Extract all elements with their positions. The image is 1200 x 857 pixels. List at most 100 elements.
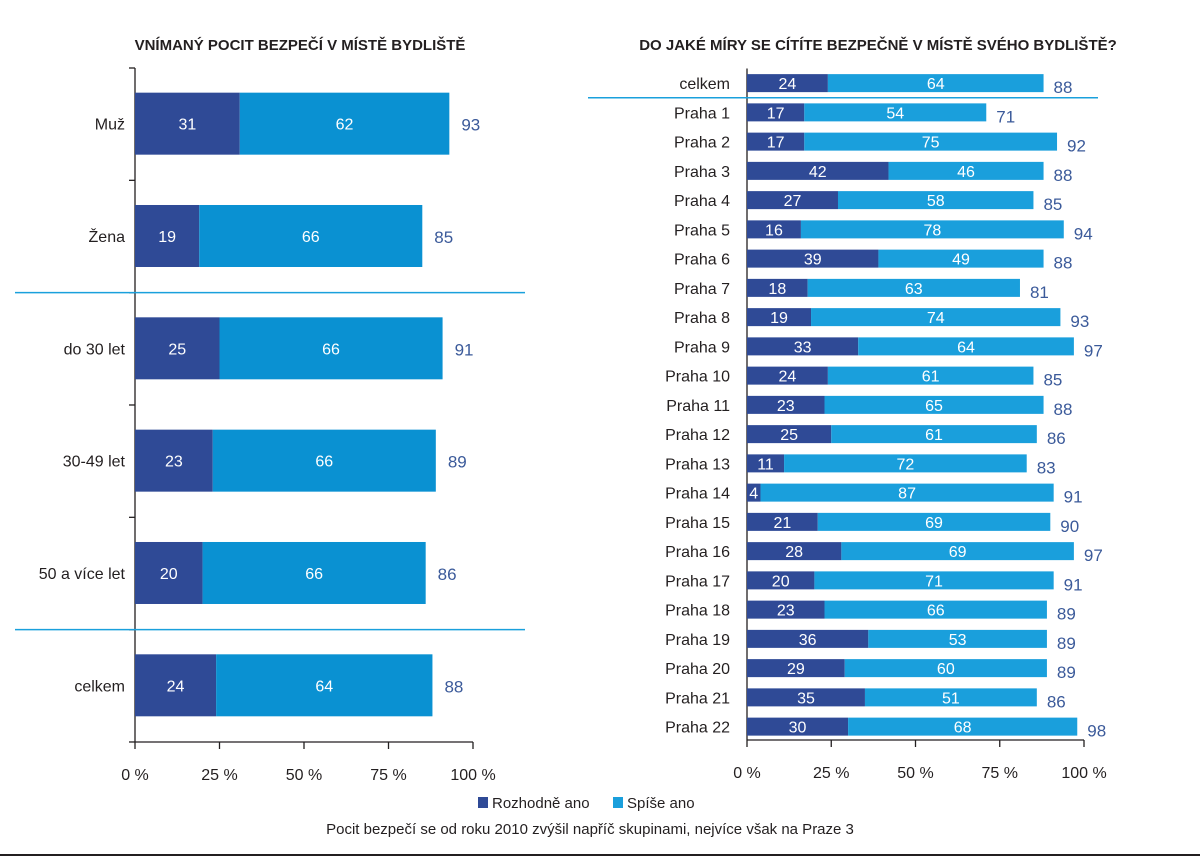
data-label-total: 86 (438, 565, 457, 584)
data-label-spise: 74 (927, 310, 945, 327)
data-label-spise: 68 (954, 720, 972, 737)
data-label-spise: 65 (925, 398, 943, 415)
category-label: Praha 19 (665, 632, 730, 649)
data-label-total: 81 (1030, 283, 1049, 302)
data-label-rozhodne: 17 (767, 105, 785, 122)
bar-rozhodne-ano (747, 454, 785, 473)
bar-rozhodne-ano (747, 278, 808, 297)
data-label-spise: 66 (315, 454, 333, 471)
bar-spise-ano (804, 103, 987, 122)
data-label-total: 89 (1057, 634, 1076, 653)
bar-spise-ano (760, 483, 1054, 502)
category-label: Praha 8 (674, 310, 730, 327)
category-label: Praha 20 (665, 661, 730, 678)
category-label: Praha 21 (665, 690, 730, 707)
data-label-rozhodne: 4 (749, 486, 758, 503)
data-label-rozhodne: 23 (777, 398, 795, 415)
data-label-total: 94 (1074, 224, 1093, 243)
bar-rozhodne-ano (747, 688, 865, 707)
bar-rozhodne-ano (747, 132, 805, 151)
category-label: Praha 2 (674, 135, 730, 152)
data-label-rozhodne: 24 (167, 678, 185, 695)
data-label-rozhodne: 30 (789, 720, 807, 737)
bar-rozhodne-ano (747, 571, 815, 590)
category-label: Muž (95, 117, 125, 134)
data-label-rozhodne: 25 (168, 341, 186, 358)
legend-swatch-rozhodne (478, 797, 488, 808)
bar-rozhodne-ano (747, 103, 805, 122)
bar-rozhodne-ano (747, 717, 849, 736)
x-tick-label: 50 % (897, 765, 933, 782)
bar-rozhodne-ano (747, 659, 845, 678)
data-label-rozhodne: 29 (787, 661, 805, 678)
data-label-total: 85 (1043, 195, 1062, 214)
x-tick-label: 100 % (450, 767, 495, 784)
data-label-spise: 78 (923, 222, 941, 239)
bar-rozhodne-ano (747, 425, 832, 444)
bar-spise-ano (858, 337, 1074, 356)
data-label-total: 71 (996, 107, 1015, 126)
bar-spise-ano (844, 659, 1047, 678)
data-label-total: 97 (1084, 546, 1103, 565)
data-label-spise: 60 (937, 661, 955, 678)
x-tick-label: 50 % (286, 767, 322, 784)
bar-spise-ano (784, 454, 1027, 473)
x-tick-label: 25 % (813, 765, 849, 782)
category-label: celkem (74, 678, 125, 695)
category-label: Praha 6 (674, 252, 730, 269)
bar-spise-ano (807, 278, 1020, 297)
bar-rozhodne-ano (747, 366, 828, 385)
bar-spise-ano (817, 512, 1051, 531)
data-label-spise: 46 (957, 164, 975, 181)
data-label-spise: 58 (927, 193, 945, 210)
data-label-total: 89 (1057, 663, 1076, 682)
bar-rozhodne-ano (747, 542, 842, 561)
bar-spise-ano (848, 717, 1078, 736)
data-label-total: 88 (444, 677, 463, 696)
bar-spise-ano (811, 308, 1061, 327)
bar-rozhodne-ano (747, 191, 838, 210)
category-label: Praha 11 (666, 398, 730, 415)
category-label: Praha 22 (665, 720, 730, 737)
bar-rozhodne-ano (747, 337, 859, 356)
bar-spise-ano (239, 92, 450, 155)
bar-spise-ano (814, 571, 1054, 590)
data-label-rozhodne: 16 (765, 222, 783, 239)
bar-rozhodne-ano (135, 317, 220, 380)
data-label-spise: 66 (927, 603, 945, 620)
data-label-total: 83 (1037, 458, 1056, 477)
data-label-spise: 64 (927, 76, 945, 93)
data-label-spise: 61 (925, 427, 943, 444)
legend: Rozhodně ano Spíše ano (478, 795, 695, 812)
data-label-rozhodne: 33 (794, 339, 812, 356)
x-tick-label: 75 % (982, 765, 1018, 782)
data-label-rozhodne: 25 (780, 427, 798, 444)
data-label-rozhodne: 42 (809, 164, 827, 181)
data-label-spise: 54 (886, 105, 904, 122)
bar-spise-ano (212, 429, 436, 492)
bar-rozhodne-ano (135, 204, 200, 267)
data-label-spise: 61 (922, 369, 940, 386)
bar-rozhodne-ano (747, 483, 761, 502)
category-label: Praha 12 (665, 427, 730, 444)
data-label-rozhodne: 23 (165, 454, 183, 471)
data-label-rozhodne: 17 (767, 135, 785, 152)
bar-spise-ano (800, 220, 1064, 239)
data-label-total: 93 (461, 116, 480, 135)
bar-rozhodne-ano (135, 429, 213, 492)
bar-spise-ano (864, 688, 1037, 707)
right-chart-title: DO JAKÉ MÍRY SE CÍTÍTE BEZPEČNĚ V MÍSTĚ … (639, 36, 1117, 54)
caption: Pocit bezpečí se od roku 2010 zvýšil nap… (326, 821, 854, 838)
left-chart: 0 % 25 % 50 % 75 % 100 % Muž 31 62 93 Žena 19 66 85 d… (15, 67, 525, 784)
bar-rozhodne-ano (135, 92, 240, 155)
data-label-spise: 71 (925, 573, 943, 590)
data-label-spise: 66 (305, 566, 323, 583)
bar-spise-ano (202, 541, 426, 604)
bar-rozhodne-ano (747, 220, 801, 239)
data-label-rozhodne: 20 (772, 573, 790, 590)
data-label-total: 97 (1084, 341, 1103, 360)
data-label-spise: 62 (336, 117, 354, 134)
data-label-spise: 63 (905, 281, 923, 298)
data-label-rozhodne: 20 (160, 566, 178, 583)
